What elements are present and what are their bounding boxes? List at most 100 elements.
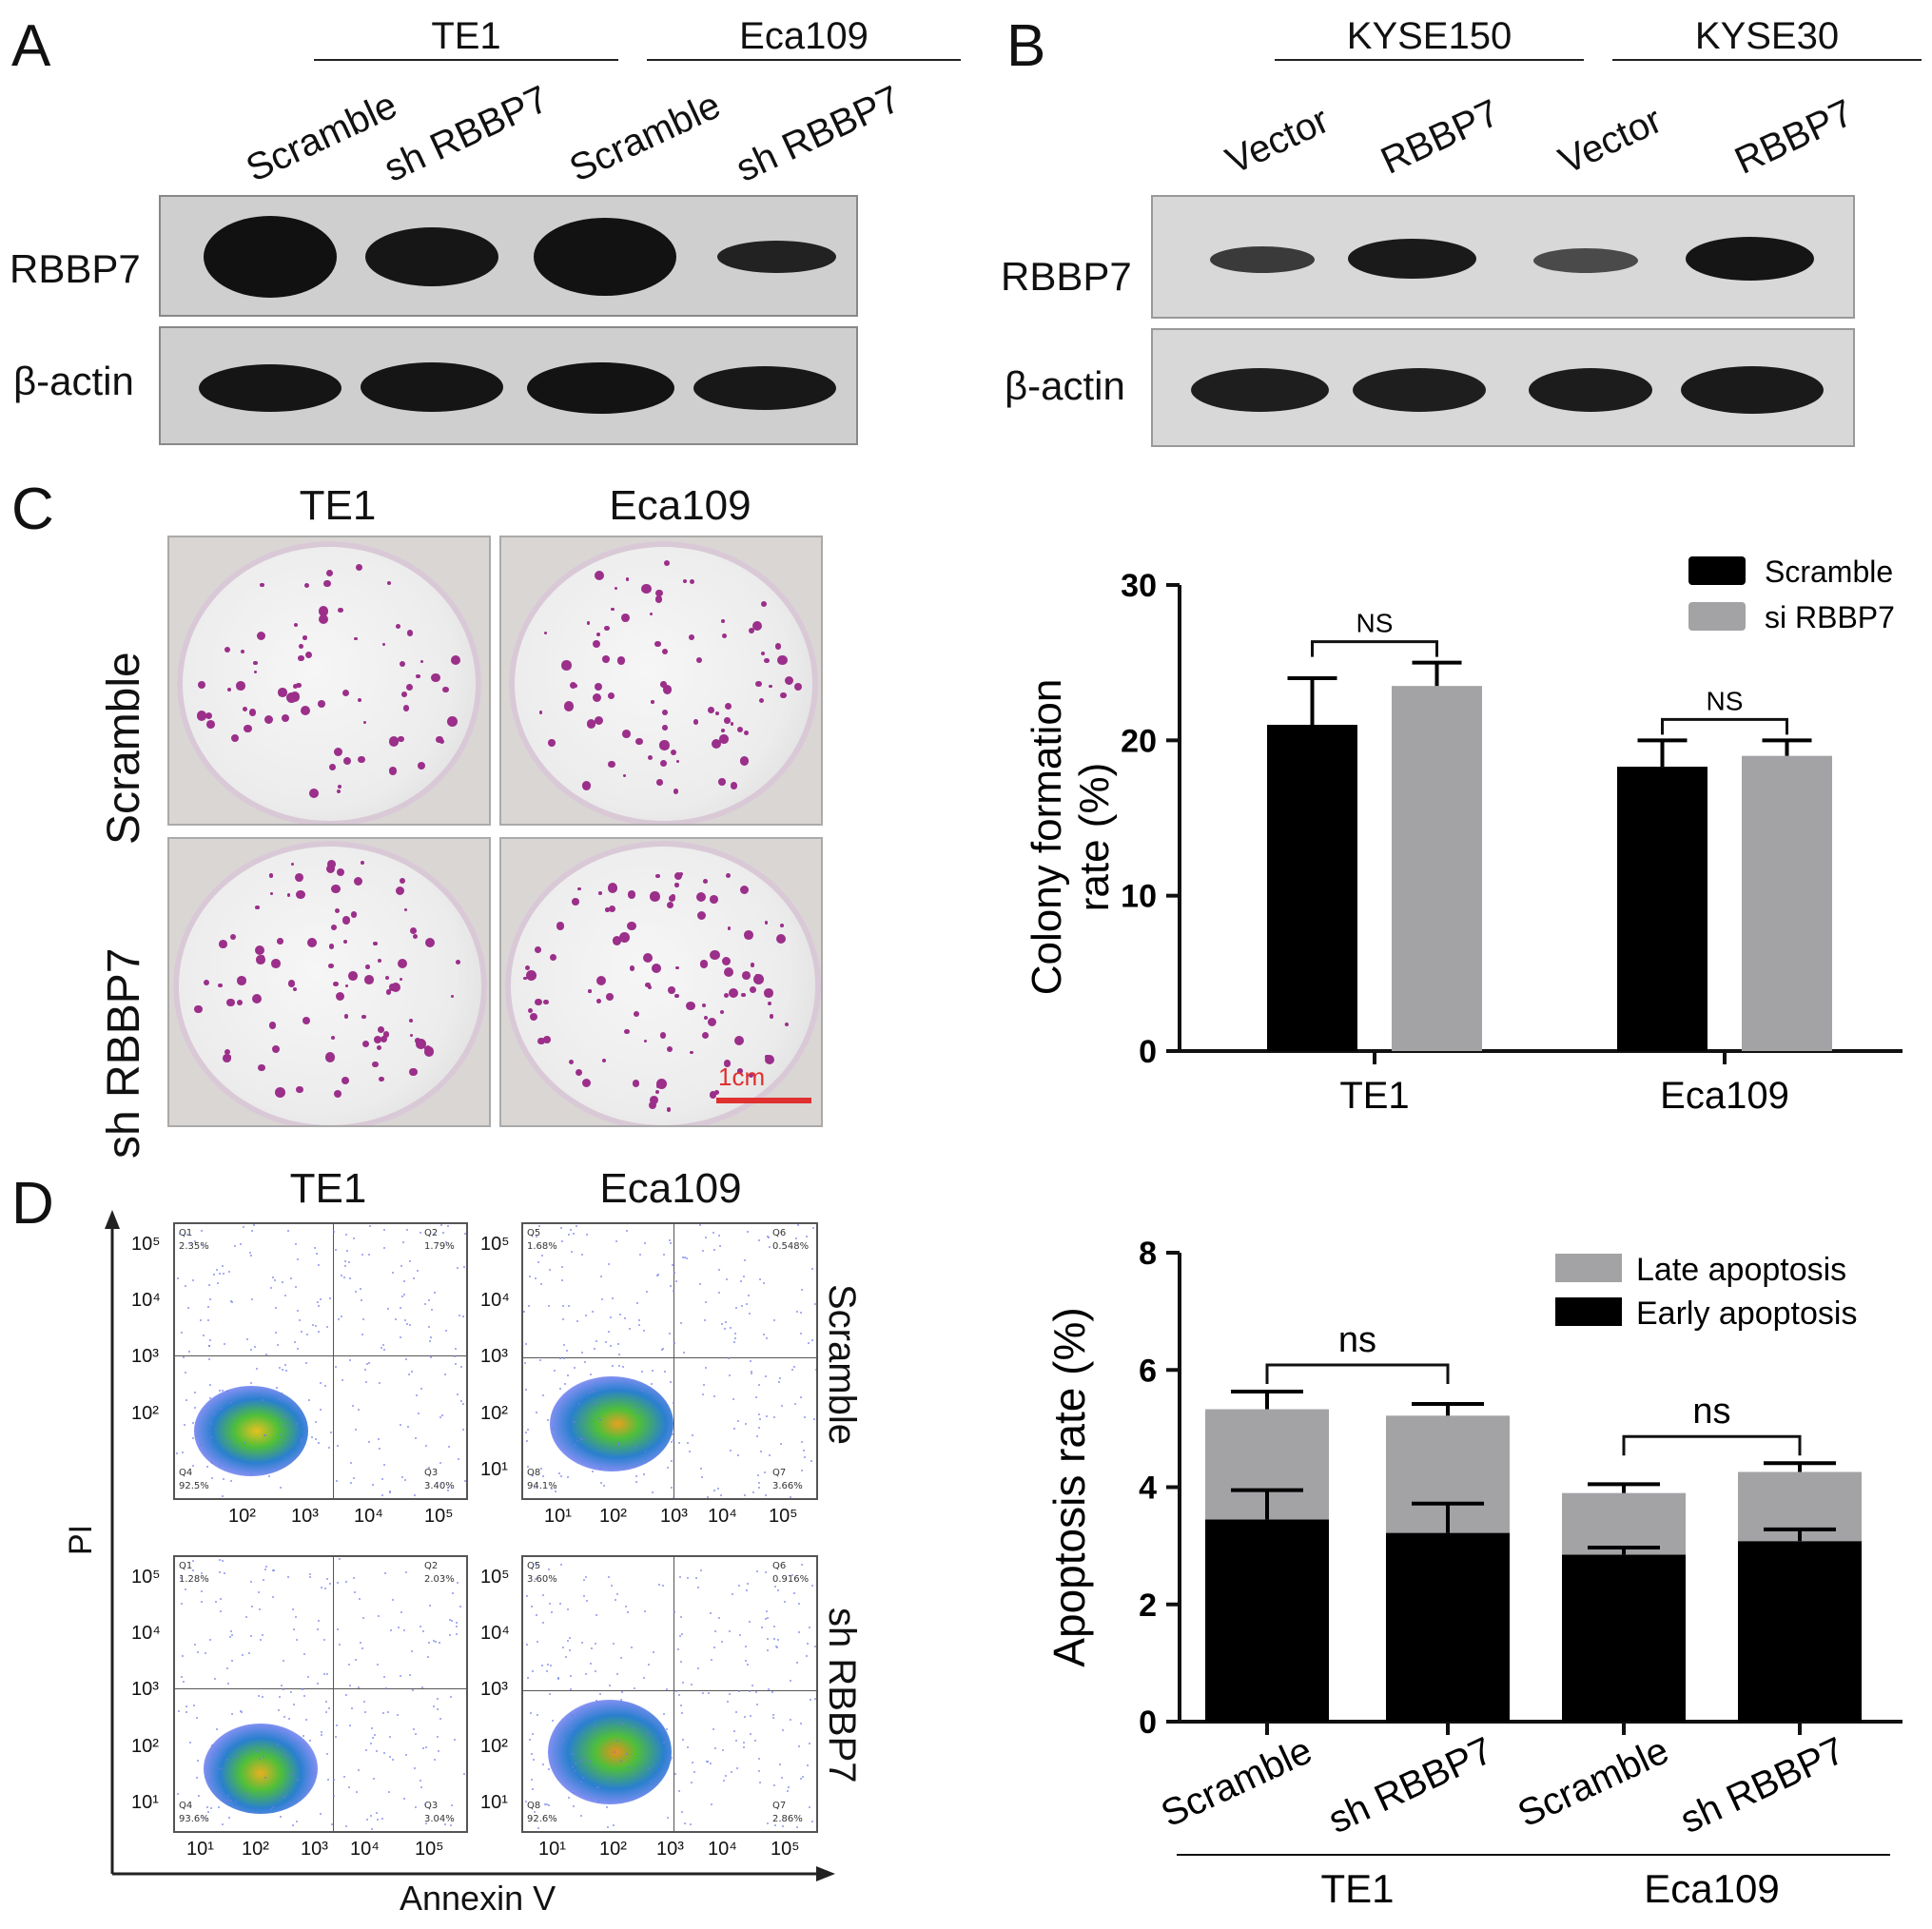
quadrant-label: Q8 xyxy=(527,1801,541,1811)
flow-event-dot xyxy=(352,1476,355,1479)
flow-event-dot xyxy=(336,1479,339,1482)
significance-label: ns xyxy=(1692,1392,1730,1432)
lane-label: Scramble xyxy=(563,84,727,190)
flow-event-dot xyxy=(536,1411,538,1413)
colony-dot xyxy=(224,1048,230,1056)
flow-event-dot xyxy=(283,1364,286,1367)
x-tick: 10¹ xyxy=(544,1506,572,1527)
colony-dot xyxy=(760,601,768,608)
colony-dot xyxy=(373,941,378,946)
flow-event-dot xyxy=(549,1268,552,1271)
colony-dot xyxy=(736,726,743,733)
colony-dot xyxy=(654,640,661,648)
flow-event-dot xyxy=(631,1646,634,1648)
colony-dot xyxy=(319,606,329,616)
x-tick: 10⁵ xyxy=(769,1506,798,1527)
flow-event-dot xyxy=(444,1373,447,1375)
flow-event-dot xyxy=(263,1755,265,1758)
flow-event-dot xyxy=(269,1808,272,1811)
colony-dot xyxy=(635,738,643,746)
flow-event-dot xyxy=(680,1704,683,1706)
flow-event-dot xyxy=(182,1452,185,1454)
blot-band xyxy=(1353,368,1486,412)
flow-event-dot xyxy=(415,1393,418,1396)
flow-event-dot xyxy=(755,1704,758,1706)
flow-event-dot xyxy=(439,1642,441,1645)
flow-event-dot xyxy=(185,1399,188,1402)
flow-event-dot xyxy=(219,1407,222,1410)
legend-swatch xyxy=(1688,556,1746,585)
flow-event-dot xyxy=(209,1297,212,1300)
flow-event-dot xyxy=(425,1822,428,1825)
flow-event-dot xyxy=(595,1785,598,1788)
flow-event-dot xyxy=(527,1466,530,1469)
flow-event-dot xyxy=(607,1330,610,1333)
flow-event-dot xyxy=(554,1369,556,1372)
flow-event-dot xyxy=(246,1338,249,1341)
flow-event-dot xyxy=(758,1757,761,1760)
flow-event-dot xyxy=(643,1472,646,1475)
dish xyxy=(509,541,818,824)
colony-dot xyxy=(605,907,610,912)
legend-label: Late apoptosis xyxy=(1636,1252,1846,1288)
flow-event-dot xyxy=(457,1458,459,1461)
flow-event-dot xyxy=(643,1241,646,1244)
flow-event-dot xyxy=(240,1242,243,1245)
flow-event-dot xyxy=(268,1725,271,1728)
flow-event-dot xyxy=(663,1254,666,1257)
colony-dot xyxy=(739,755,750,766)
flow-event-dot xyxy=(208,1344,211,1347)
flow-event-dot xyxy=(272,1806,275,1809)
colony-dot xyxy=(450,654,460,665)
flow-event-dot xyxy=(311,1324,314,1327)
colony-dot xyxy=(287,980,296,987)
flow-event-dot xyxy=(619,1699,622,1702)
flow-event-dot xyxy=(766,1337,769,1340)
scale-bar xyxy=(716,1098,811,1103)
flow-event-dot xyxy=(348,1664,351,1666)
flow-event-dot xyxy=(710,1611,712,1614)
legend-swatch xyxy=(1555,1254,1622,1282)
colony-dot xyxy=(723,966,734,977)
flow-event-dot xyxy=(525,1388,528,1391)
flow-event-dot xyxy=(328,1296,331,1299)
flow-event-dot xyxy=(749,1312,751,1315)
dish xyxy=(173,841,487,1125)
y-tick-label: 0 xyxy=(1139,1705,1157,1741)
flow-event-dot xyxy=(634,1446,636,1449)
bar-early xyxy=(1205,1519,1329,1722)
flow-event-dot xyxy=(359,1597,361,1600)
flow-event-dot xyxy=(564,1382,567,1385)
colony-dot xyxy=(654,1089,659,1094)
flow-event-dot xyxy=(345,1234,348,1237)
flow-event-dot xyxy=(559,1603,562,1606)
flow-event-dot xyxy=(201,1229,204,1232)
flow-event-dot xyxy=(616,1343,619,1346)
flow-event-dot xyxy=(230,1634,233,1637)
colony-dot xyxy=(342,916,351,925)
flow-event-dot xyxy=(810,1459,813,1462)
flow-event-dot xyxy=(209,1396,212,1399)
flow-event-dot xyxy=(548,1768,551,1771)
flow-event-dot xyxy=(425,1445,428,1448)
flow-event-dot xyxy=(657,1273,660,1276)
flow-event-dot xyxy=(723,1327,726,1330)
flow-event-dot xyxy=(429,1604,432,1607)
colony-dot xyxy=(374,1035,382,1043)
flow-event-dot xyxy=(542,1394,545,1397)
flow-event-dot xyxy=(391,1599,394,1602)
flow-event-dot xyxy=(525,1432,528,1434)
flow-event-dot xyxy=(546,1670,549,1673)
colony-dot xyxy=(337,789,342,794)
flow-event-dot xyxy=(600,1275,603,1277)
flow-event-dot xyxy=(434,1232,437,1235)
flow-event-dot xyxy=(714,1629,717,1632)
colony-dot xyxy=(775,643,782,650)
flow-event-dot xyxy=(585,1600,588,1603)
flow-event-dot xyxy=(570,1688,573,1691)
flow-event-dot xyxy=(557,1677,560,1680)
flow-event-dot xyxy=(635,1411,638,1413)
flow-event-dot xyxy=(415,1732,418,1735)
flow-event-dot xyxy=(672,1264,674,1267)
flow-event-dot xyxy=(524,1362,527,1365)
